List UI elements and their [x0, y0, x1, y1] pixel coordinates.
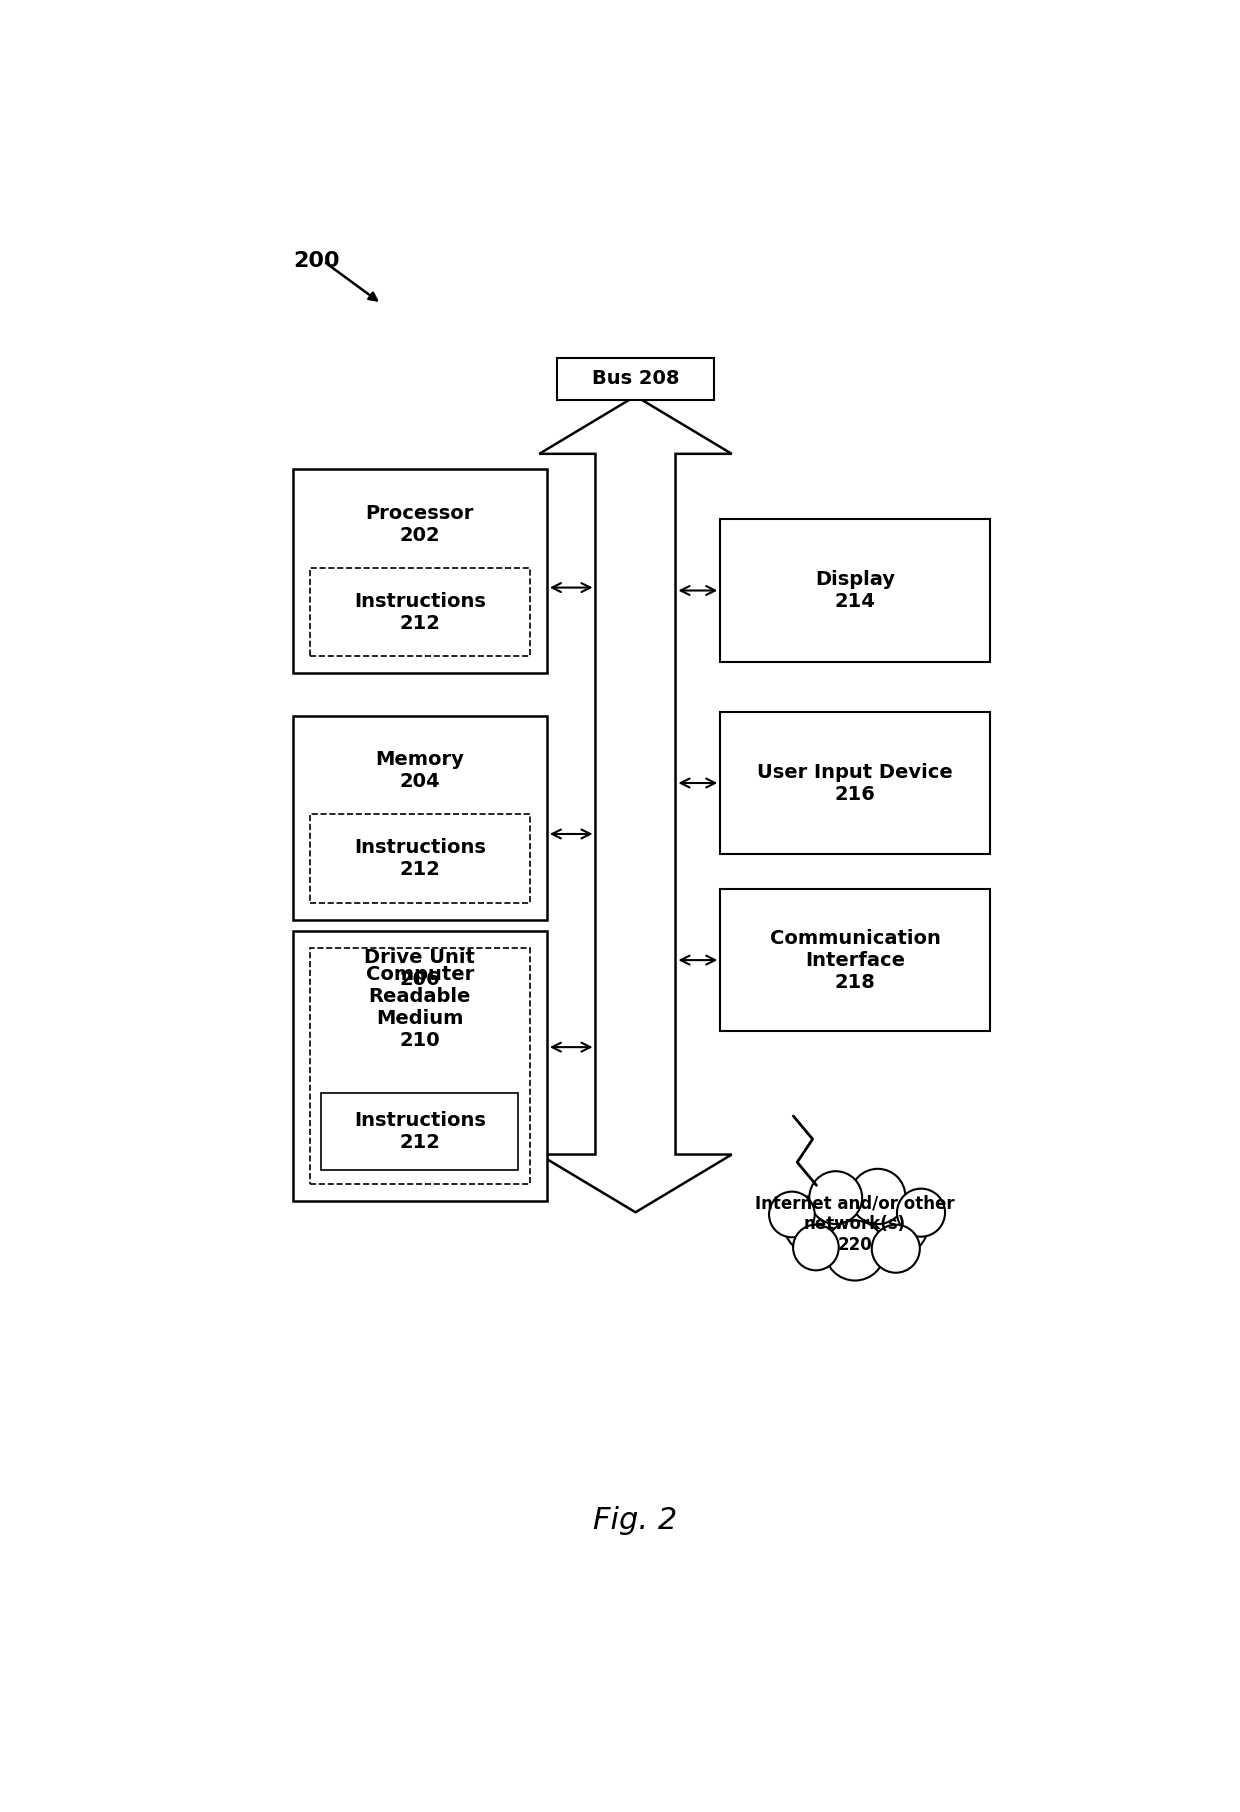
FancyBboxPatch shape: [720, 890, 990, 1031]
FancyBboxPatch shape: [293, 931, 547, 1201]
Circle shape: [818, 1185, 892, 1258]
Text: Drive Unit
206: Drive Unit 206: [365, 948, 475, 989]
Circle shape: [872, 1225, 920, 1272]
Circle shape: [810, 1171, 862, 1225]
FancyBboxPatch shape: [321, 1093, 518, 1171]
Circle shape: [794, 1225, 838, 1270]
Circle shape: [866, 1194, 929, 1256]
Text: Processor
202: Processor 202: [366, 504, 474, 545]
Text: Instructions
212: Instructions 212: [353, 837, 486, 879]
Circle shape: [769, 1192, 815, 1238]
FancyBboxPatch shape: [557, 357, 714, 400]
FancyBboxPatch shape: [720, 520, 990, 661]
Circle shape: [851, 1169, 905, 1225]
Text: Internet and/or other
network(s)
220: Internet and/or other network(s) 220: [755, 1194, 955, 1254]
FancyBboxPatch shape: [293, 469, 547, 674]
FancyBboxPatch shape: [720, 712, 990, 853]
Circle shape: [897, 1189, 945, 1236]
Text: Fig. 2: Fig. 2: [594, 1506, 677, 1535]
FancyBboxPatch shape: [293, 716, 547, 920]
Text: Instructions
212: Instructions 212: [353, 1111, 486, 1152]
Circle shape: [825, 1221, 885, 1281]
Polygon shape: [539, 397, 732, 1212]
Text: Bus 208: Bus 208: [591, 370, 680, 388]
Text: User Input Device
216: User Input Device 216: [758, 763, 952, 803]
Text: Display
214: Display 214: [815, 571, 895, 611]
Circle shape: [784, 1196, 842, 1254]
FancyBboxPatch shape: [310, 567, 529, 656]
FancyBboxPatch shape: [310, 814, 529, 902]
FancyBboxPatch shape: [310, 948, 529, 1183]
Text: Communication
Interface
218: Communication Interface 218: [770, 928, 940, 991]
Text: Memory
204: Memory 204: [376, 750, 464, 792]
Text: 200: 200: [293, 252, 340, 272]
Text: Instructions
212: Instructions 212: [353, 591, 486, 632]
Text: Computer
Readable
Medium
210: Computer Readable Medium 210: [366, 966, 474, 1051]
